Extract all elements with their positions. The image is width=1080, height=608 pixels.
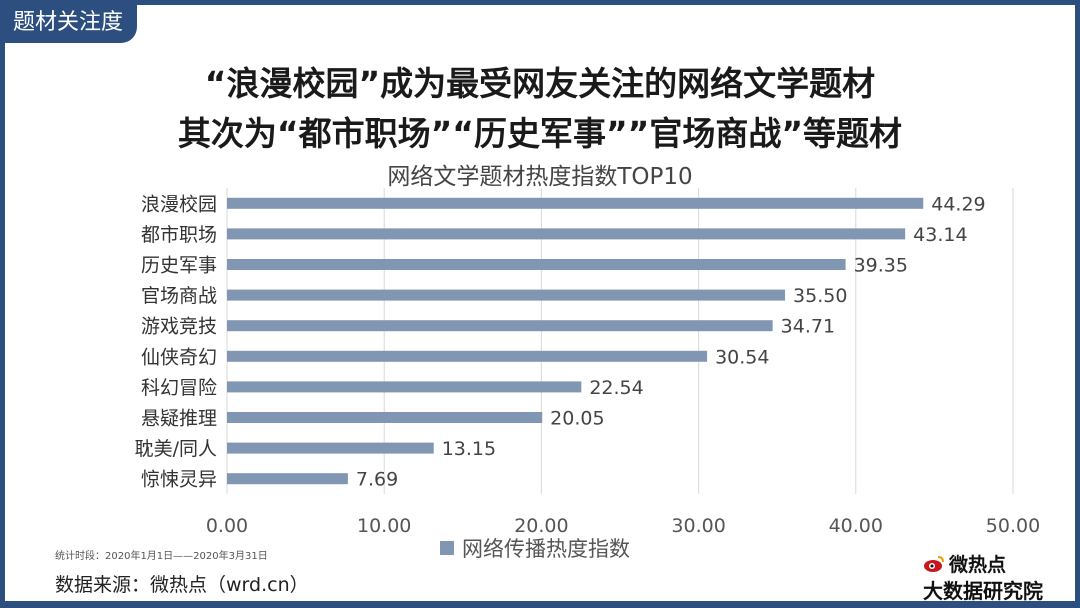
section-tag: 题材关注度 xyxy=(5,5,138,43)
value-label: 22.54 xyxy=(589,377,643,399)
value-label: 34.71 xyxy=(781,316,835,338)
value-label: 35.50 xyxy=(793,285,847,307)
bar xyxy=(227,259,846,270)
logo-top-text: 微热点 xyxy=(949,554,1007,576)
x-tick-label: 30.00 xyxy=(671,515,725,537)
x-tick-label: 0.00 xyxy=(206,515,248,537)
bar xyxy=(227,473,348,485)
headline-line-2: 其次为“都市职场”“历史军事””官场商战”等题材 xyxy=(177,114,903,153)
chart-title: 网络文学题材热度指数TOP10 xyxy=(387,164,693,190)
bar xyxy=(227,197,924,209)
category-label: 历史军事 xyxy=(141,255,217,277)
period-note: 统计时段：2020年1月1日——2020年3月31日 xyxy=(55,551,268,562)
value-label: 20.05 xyxy=(550,408,604,430)
value-label: 39.35 xyxy=(854,255,908,277)
bar xyxy=(227,289,786,301)
category-label: 科幻冒险 xyxy=(141,377,217,399)
x-tick-label: 10.00 xyxy=(357,515,411,537)
value-label: 30.54 xyxy=(715,346,769,368)
bar-chart: 0.00 10.00 20.00 30.00 40.00 50.00 浪漫校园 44.29 都市… xyxy=(135,188,1040,537)
source-note: 数据来源：微热点（wrd.cn） xyxy=(55,574,309,596)
category-label: 惊悚灵异 xyxy=(141,469,217,491)
bar xyxy=(227,381,582,393)
x-tick-label: 40.00 xyxy=(829,515,883,537)
category-label: 游戏竞技 xyxy=(141,316,217,338)
value-label: 44.29 xyxy=(931,193,985,215)
legend-swatch xyxy=(440,541,454,555)
bar xyxy=(227,412,543,423)
value-label: 13.15 xyxy=(442,438,496,460)
bar xyxy=(227,228,906,240)
category-label: 官场商战 xyxy=(141,285,217,307)
bar xyxy=(227,320,773,332)
x-tick-label: 50.00 xyxy=(986,515,1040,537)
x-tick-label: 20.00 xyxy=(514,515,568,537)
slide: 题材关注度 “浪漫校园”成为最受网友关注的网络文学题材 其次为“都市职场”“历史… xyxy=(5,5,1075,604)
value-label: 7.69 xyxy=(356,469,398,491)
value-label: 43.14 xyxy=(913,224,967,246)
category-label: 浪漫校园 xyxy=(141,193,217,215)
weibo-eye-icon xyxy=(924,555,944,572)
category-label: 都市职场 xyxy=(141,224,217,246)
category-label: 仙侠奇幻 xyxy=(141,346,217,368)
brand-logo: 微热点 大数据研究院 xyxy=(923,550,1063,604)
bar xyxy=(227,442,434,454)
bar xyxy=(227,350,708,362)
headline-line-1: “浪漫校园”成为最受网友关注的网络文学题材 xyxy=(204,64,876,103)
category-label: 悬疑推理 xyxy=(141,408,217,430)
legend: 网络传播热度指数 xyxy=(440,533,630,563)
legend-label: 网络传播热度指数 xyxy=(462,537,630,561)
logo-bottom-text: 大数据研究院 xyxy=(923,579,1043,603)
category-label: 耽美/同人 xyxy=(135,438,217,460)
